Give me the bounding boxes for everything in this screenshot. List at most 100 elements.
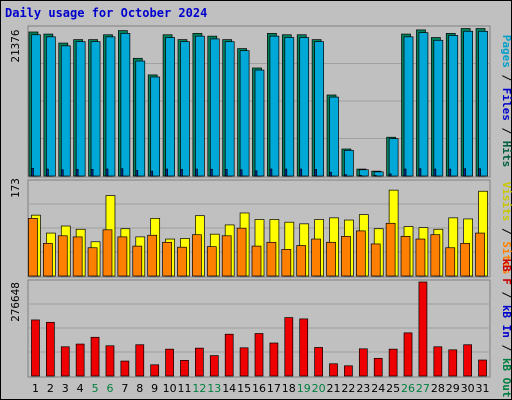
day-label-18: 18 [282, 382, 296, 395]
bar-pages-day-24 [373, 175, 377, 177]
bar-kbf-day-14 [224, 333, 234, 377]
bar-pages-day-13 [209, 168, 213, 177]
kbytes-max-label: 276648 [9, 282, 22, 322]
bar-kbf-day-15 [239, 347, 249, 377]
bar-files-day-14 [224, 41, 235, 177]
bar-pages-day-22 [344, 174, 347, 177]
bar-files-day-31 [478, 30, 488, 177]
day-label-23: 23 [356, 382, 370, 395]
bar-sites-day-13 [206, 246, 217, 277]
day-label-27: 27 [416, 382, 430, 395]
bar-pages-day-27 [418, 168, 422, 177]
chart-title: Daily usage for October 2024 [5, 6, 208, 20]
day-label-28: 28 [431, 382, 445, 395]
bar-sites-day-10 [162, 241, 172, 277]
bar-files-day-1 [31, 34, 41, 177]
bar-files-day-30 [463, 30, 473, 177]
bar-files-day-8 [135, 60, 146, 177]
bar-kbf-day-29 [448, 349, 458, 377]
bar-sites-day-15 [236, 227, 247, 277]
bar-pages-day-15 [239, 169, 243, 177]
bar-kbf-day-10 [165, 348, 174, 377]
visits-legend-item: Sites [500, 241, 512, 274]
bar-files-day-29 [448, 35, 459, 177]
day-label-25: 25 [386, 382, 400, 395]
bar-sites-day-27 [415, 238, 426, 277]
bar-kbf-day-30 [463, 344, 472, 377]
bar-kbf-day-23 [358, 348, 368, 377]
bar-kbf-day-18 [284, 317, 294, 377]
bar-files-day-20 [314, 41, 324, 177]
day-label-6: 6 [106, 382, 113, 395]
bar-sites-day-18 [281, 249, 292, 277]
bar-kbf-day-8 [135, 344, 145, 377]
bar-pages-day-4 [75, 169, 79, 177]
bar-files-day-2 [46, 36, 56, 177]
bar-pages-day-2 [46, 168, 49, 177]
bar-pages-day-14 [224, 169, 228, 177]
bar-kbf-day-9 [150, 364, 160, 377]
day-label-13: 13 [207, 382, 221, 395]
visits-legend-item: Visits [500, 182, 512, 222]
hits-max-label: 21376 [9, 29, 22, 62]
visits-legend: Visits / Sites [500, 182, 512, 275]
day-label-2: 2 [47, 382, 54, 395]
bar-files-day-17 [269, 35, 280, 177]
hits-legend-item: Hits [500, 141, 512, 168]
bar-kbf-day-12 [195, 347, 204, 377]
bar-pages-day-12 [195, 168, 198, 177]
bar-files-day-5 [90, 41, 101, 177]
bar-kbf-day-31 [478, 359, 487, 377]
day-label-21: 21 [327, 382, 341, 395]
visits-max-label: 173 [9, 178, 22, 198]
bar-pages-day-7 [120, 168, 124, 177]
bar-pages-day-1 [31, 168, 34, 177]
day-label-17: 17 [267, 382, 281, 395]
day-label-29: 29 [446, 382, 460, 395]
bar-files-day-4 [75, 41, 86, 177]
kbytes-legend-item: kB F [500, 258, 512, 285]
visits-legend-separator: / [500, 221, 512, 241]
bar-sites-day-1 [28, 218, 38, 277]
kbytes-legend: kB F / kB In / kB Out [500, 258, 512, 397]
day-label-15: 15 [237, 382, 251, 395]
bar-sites-day-21 [326, 241, 336, 277]
bar-pages-day-25 [388, 173, 392, 177]
bar-files-day-6 [105, 36, 116, 177]
day-label-30: 30 [461, 382, 475, 395]
bar-sites-day-25 [385, 222, 396, 277]
bar-files-day-19 [299, 37, 310, 177]
bar-pages-day-8 [135, 170, 139, 177]
bar-pages-day-11 [180, 169, 183, 177]
bar-pages-day-6 [105, 168, 109, 177]
bar-files-day-28 [433, 39, 444, 177]
bar-files-day-10 [165, 37, 175, 177]
day-label-22: 22 [341, 382, 355, 395]
bar-files-day-7 [120, 33, 131, 177]
bar-kbf-day-24 [373, 357, 383, 377]
day-label-8: 8 [136, 382, 143, 395]
bar-files-day-23 [358, 169, 369, 177]
kbytes-legend-item: kB Out [500, 358, 512, 398]
bar-files-day-15 [239, 50, 250, 177]
hits-legend: Pages / Files / Hits [500, 35, 512, 168]
bar-kbf-day-21 [329, 363, 338, 377]
bar-pages-day-31 [478, 168, 481, 177]
bar-sites-day-26 [400, 235, 411, 277]
hits-legend-item: Pages [500, 35, 512, 68]
bar-kbf-day-27 [418, 281, 428, 377]
day-label-31: 31 [476, 382, 490, 395]
day-label-24: 24 [371, 382, 385, 395]
bar-sites-day-23 [355, 230, 366, 277]
bar-kbf-day-5 [90, 336, 100, 377]
bar-pages-day-16 [254, 170, 258, 177]
hits-legend-item: Files [500, 88, 512, 121]
day-label-9: 9 [151, 382, 158, 395]
bar-files-day-24 [373, 171, 384, 177]
bar-kbf-day-19 [299, 318, 309, 377]
day-label-19: 19 [297, 382, 311, 395]
bar-files-day-13 [209, 38, 220, 177]
bar-sites-day-22 [341, 235, 351, 277]
bar-sites-day-30 [460, 243, 470, 277]
bar-kbf-day-26 [403, 332, 413, 377]
